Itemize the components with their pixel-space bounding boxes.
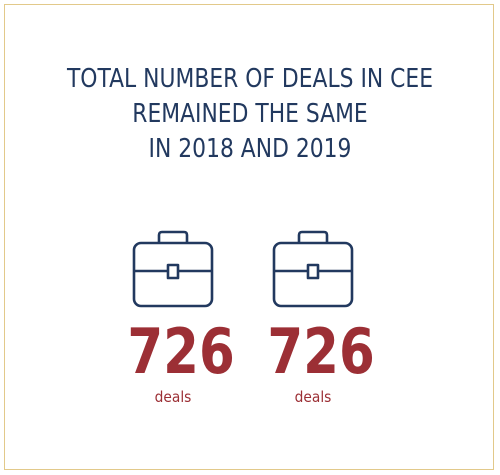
- headline-line-3: IN 2018 AND 2019: [148, 134, 352, 164]
- briefcase-icon: [132, 230, 214, 308]
- headline: TOTAL NUMBER OF DEALS IN CEE REMAINED TH…: [40, 62, 460, 167]
- deal-count-2019: 726: [267, 315, 375, 388]
- deal-unit-2019: deals: [294, 388, 332, 406]
- stat-2019: 726 deals: [258, 226, 375, 406]
- headline-line-1: TOTAL NUMBER OF DEALS IN CEE: [66, 64, 434, 94]
- headline-line-2: REMAINED THE SAME: [132, 99, 368, 129]
- briefcase-icon: [272, 230, 354, 308]
- deal-count-2018: 726: [127, 315, 235, 388]
- deal-unit-2018: deals: [154, 388, 192, 406]
- infographic-card: [4, 4, 494, 470]
- stat-2018: 726 deals: [118, 226, 235, 406]
